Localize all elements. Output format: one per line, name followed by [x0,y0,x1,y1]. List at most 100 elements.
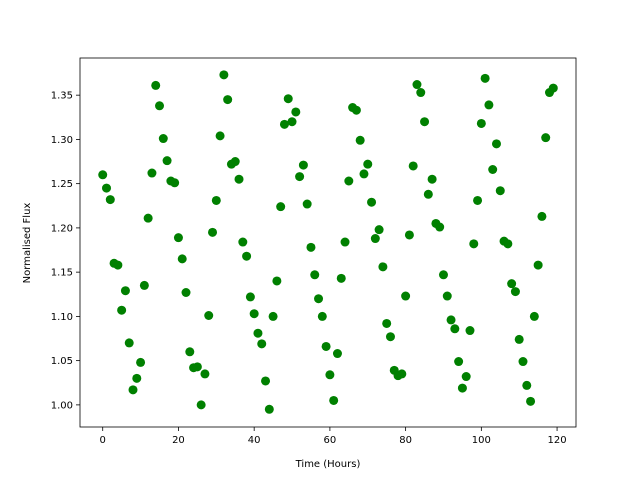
x-tick-label: 20 [172,435,185,446]
point [143,213,153,223]
point [105,195,115,205]
point [355,135,365,145]
point [370,234,380,244]
point [442,291,452,301]
point [344,176,354,186]
point [526,396,536,406]
point [264,404,274,414]
point [314,294,324,304]
point [510,287,520,297]
point [120,286,130,296]
point [162,156,172,166]
y-tick-label: 1.05 [51,356,73,367]
point [476,118,486,128]
point [427,174,437,184]
x-tick-label: 40 [248,435,261,446]
point [181,287,191,297]
point [336,273,346,283]
point [298,160,308,170]
point [548,83,558,93]
point [242,251,252,261]
point [317,311,327,321]
point [177,254,187,264]
point [173,233,183,243]
point [465,326,475,336]
point [385,332,395,342]
point [484,100,494,110]
point [257,339,267,349]
point [151,80,161,90]
point [287,117,297,127]
point [351,105,361,115]
point [310,270,320,280]
point [378,262,388,272]
point [423,189,433,199]
x-tick-label: 100 [472,435,491,446]
point [230,157,240,167]
point [128,385,138,395]
point [325,370,335,380]
y-tick-label: 1.00 [51,400,73,411]
point [192,362,202,372]
point [473,195,483,205]
point [204,311,214,321]
point [367,197,377,207]
point [196,400,206,410]
point [321,341,331,351]
point [268,311,278,321]
point [374,225,384,235]
point [98,170,108,180]
point [514,334,524,344]
point [537,211,547,221]
point [261,376,271,386]
x-axis-label: Time (Hours) [295,459,361,470]
point [495,186,505,196]
point [503,239,513,249]
y-tick-label: 1.10 [51,312,73,323]
point [404,230,414,240]
point [480,73,490,83]
point [408,161,418,171]
point [454,357,464,367]
point [253,328,263,338]
point [340,237,350,247]
point [302,199,312,209]
point [533,260,543,270]
y-tick-label: 1.25 [51,179,73,190]
point [529,311,539,321]
point [200,369,210,379]
point [412,80,422,90]
point [397,369,407,379]
x-tick-label: 0 [100,435,106,446]
point [329,395,339,405]
y-tick-label: 1.20 [51,223,73,234]
point [359,169,369,179]
x-tick-label: 80 [399,435,412,446]
point [420,117,430,127]
point [291,107,301,117]
point [416,88,426,98]
point [170,178,180,188]
point [279,119,289,129]
point [363,159,373,169]
point [249,309,259,319]
point [185,347,195,357]
point [136,357,146,367]
y-tick-label: 1.35 [51,91,73,102]
point [450,324,460,334]
point [507,279,517,289]
x-tick-label: 60 [324,435,337,446]
point [272,276,282,286]
point [132,373,142,383]
point [102,183,112,193]
point [435,222,445,232]
y-axis-label: Normalised Flux [22,203,33,284]
point [488,164,498,174]
point [223,95,233,105]
point [215,131,225,141]
point [219,70,229,80]
point [522,380,532,390]
point [158,134,168,144]
point [124,338,134,348]
